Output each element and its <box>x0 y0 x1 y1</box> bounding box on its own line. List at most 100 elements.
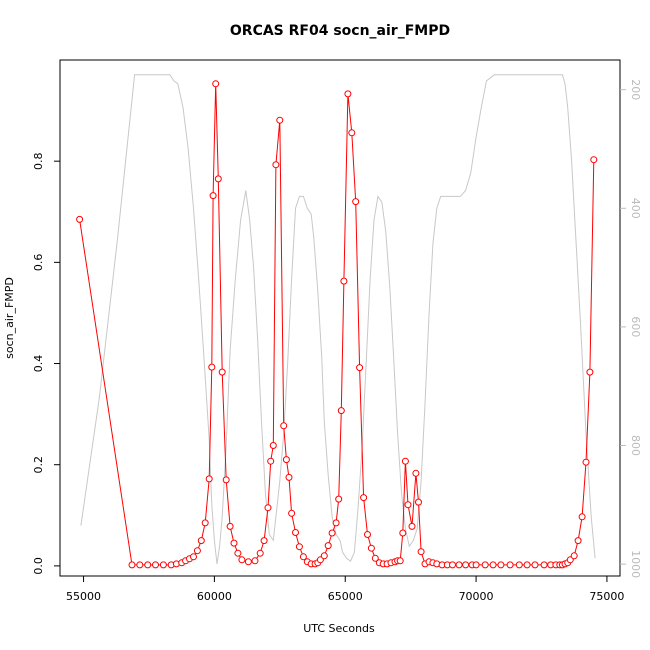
red-series-point <box>212 80 220 88</box>
red-series-point <box>295 543 303 551</box>
red-series-point <box>497 561 505 569</box>
red-series-point <box>396 557 404 565</box>
red-series-point <box>226 522 234 530</box>
red-series-point <box>328 529 336 537</box>
right-y-tick-label: 1000 <box>629 550 642 578</box>
red-series-point <box>260 537 268 545</box>
red-series-point <box>276 116 284 124</box>
y-tick-label: 0.6 <box>32 254 45 272</box>
red-series-point <box>335 495 343 503</box>
right-y-tick-label: 600 <box>629 316 642 337</box>
red-series-point <box>523 561 531 569</box>
red-series-point <box>205 475 213 483</box>
red-series-point <box>238 556 246 564</box>
gray-series-line <box>80 74 596 565</box>
red-series-point <box>578 513 586 521</box>
red-series-line <box>79 83 595 566</box>
red-series-point <box>272 161 280 169</box>
right-y-tick-label: 400 <box>629 198 642 219</box>
gray-series-layer <box>80 74 596 565</box>
red-series-point <box>267 457 275 465</box>
red-series-point <box>371 554 379 562</box>
red-series-point <box>193 547 201 555</box>
red-series-point <box>280 422 288 430</box>
red-series-point <box>401 457 409 465</box>
red-series-point <box>348 129 356 137</box>
red-series-point <box>332 519 340 527</box>
red-series-point <box>570 552 578 560</box>
red-series-point <box>222 476 230 484</box>
red-series-point <box>344 90 352 98</box>
red-series-point <box>288 509 296 517</box>
red-series-point <box>586 368 594 376</box>
plot-frame <box>59 59 621 577</box>
red-series-point <box>136 561 144 569</box>
red-series-point <box>190 553 197 561</box>
red-series-point <box>455 561 463 569</box>
red-series-point <box>506 561 514 569</box>
red-series-point <box>574 537 582 545</box>
red-series-point <box>489 561 497 569</box>
red-series-point <box>404 501 412 509</box>
red-series-point <box>201 519 209 527</box>
y-tick-label: 0.0 <box>32 557 45 575</box>
red-series-point <box>152 561 159 569</box>
right-y-tick-label: 800 <box>629 435 642 456</box>
red-series-point <box>320 552 328 560</box>
red-series-layer <box>76 80 598 569</box>
red-series-point <box>337 407 345 415</box>
y-tick-label: 0.8 <box>32 152 45 170</box>
red-series-point <box>299 553 307 561</box>
x-tick-label: 65000 <box>328 590 363 603</box>
red-series-point <box>269 442 277 449</box>
y-axis-label: socn_air_FMPD <box>3 277 16 359</box>
red-series-point <box>209 192 217 200</box>
red-series-point <box>230 539 238 547</box>
right-y-tick-label: 200 <box>629 79 642 100</box>
red-series-point <box>472 561 480 569</box>
red-series-point <box>399 529 407 537</box>
red-series-point <box>324 542 332 550</box>
y-axis-left: 0.0 0.2 0.4 0.6 0.8 <box>32 152 60 575</box>
red-series-point <box>214 175 222 183</box>
red-series-point <box>481 561 489 569</box>
red-series-point <box>531 561 539 569</box>
red-series-point <box>360 494 368 502</box>
red-series-point <box>415 498 422 506</box>
x-tick-label: 55000 <box>66 590 101 603</box>
red-series-point <box>144 561 152 569</box>
red-series-point <box>285 473 293 481</box>
red-series-point <box>244 558 252 566</box>
red-series-point <box>264 504 272 512</box>
x-axis-label: UTC Seconds <box>303 622 375 635</box>
red-series-point <box>367 544 375 552</box>
red-series-point <box>159 561 167 569</box>
y-tick-label: 0.2 <box>32 456 45 474</box>
red-series-point <box>256 549 264 557</box>
red-series-point <box>449 561 456 569</box>
chart-title: ORCAS RF04 socn_air_FMPD <box>230 23 450 39</box>
red-series-point <box>197 537 205 545</box>
red-series-point <box>540 561 548 569</box>
red-series-point <box>417 548 425 556</box>
red-series-point <box>208 363 216 371</box>
red-series-point <box>282 456 290 464</box>
red-series-point <box>515 561 523 569</box>
red-series-point <box>590 156 598 164</box>
red-series-point <box>352 198 360 206</box>
red-series-point <box>364 531 371 538</box>
red-series-point <box>251 557 259 565</box>
red-series-point <box>218 368 226 376</box>
red-series-point <box>462 561 470 569</box>
red-series-point <box>412 469 420 477</box>
red-series-point <box>234 549 242 557</box>
red-series-point <box>408 522 416 530</box>
red-series-point <box>356 364 364 372</box>
red-series-point <box>340 277 348 285</box>
y-tick-label: 0.4 <box>32 355 45 373</box>
x-tick-label: 75000 <box>589 590 624 603</box>
red-series-point <box>128 561 136 569</box>
red-series-point <box>582 458 590 466</box>
red-series-point <box>292 529 299 536</box>
